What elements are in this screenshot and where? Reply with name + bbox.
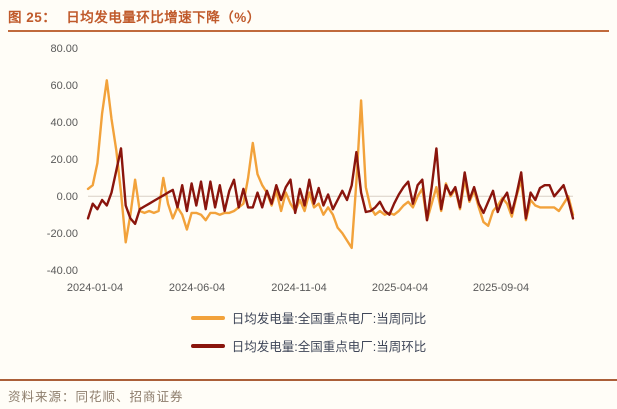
x-axis-tick: 2025-04-04 [371, 282, 429, 294]
legend-label-yoy: 日均发电量:全国重点电厂:当周同比 [231, 312, 427, 326]
source-text: 同花顺、招商证券 [75, 390, 184, 404]
legend-item-yoy: 日均发电量:全国重点电厂:当周同比 [190, 308, 427, 327]
legend-label-wow: 日均发电量:全国重点电厂:当周环比 [231, 340, 427, 354]
figure-number: 图 25： [8, 10, 57, 25]
y-axis-tick: 20.00 [50, 154, 78, 166]
x-axis-tick: 2025-09-04 [472, 282, 530, 294]
footer-divider [0, 379, 617, 381]
data-source: 资料来源：同花顺、招商证券 [8, 386, 608, 405]
y-axis-tick: 60.00 [50, 80, 78, 92]
legend: 日均发电量:全国重点电厂:当周同比 日均发电量:全国重点电厂:当周环比 [0, 308, 617, 355]
y-axis-tick: 40.00 [50, 117, 78, 129]
source-label: 资料来源： [8, 390, 76, 404]
legend-item-wow: 日均发电量:全国重点电厂:当周环比 [190, 336, 427, 355]
figure-title-text: 日均发电量环比增速下降（%） [66, 10, 261, 25]
y-axis-tick: -40.00 [46, 265, 78, 277]
x-axis-tick: 2024-01-04 [66, 282, 124, 294]
y-axis-tick: 80.00 [50, 43, 78, 55]
plot-svg [86, 79, 575, 250]
figure-title: 图 25： 日均发电量环比增速下降（%） [8, 6, 609, 26]
legend-line-swatch-darkred [190, 343, 225, 348]
legend-line-swatch-orange [190, 315, 225, 320]
x-axis-tick: 2024-11-04 [271, 282, 327, 294]
x-axis-tick: 2024-06-04 [168, 282, 226, 294]
title-underline [8, 30, 609, 32]
y-axis-tick: 0.00 [56, 191, 78, 203]
line-chart: 80.00 60.00 40.00 20.00 0.00 -20.00 -40.… [0, 32, 617, 300]
y-axis-tick: -20.00 [46, 228, 78, 240]
